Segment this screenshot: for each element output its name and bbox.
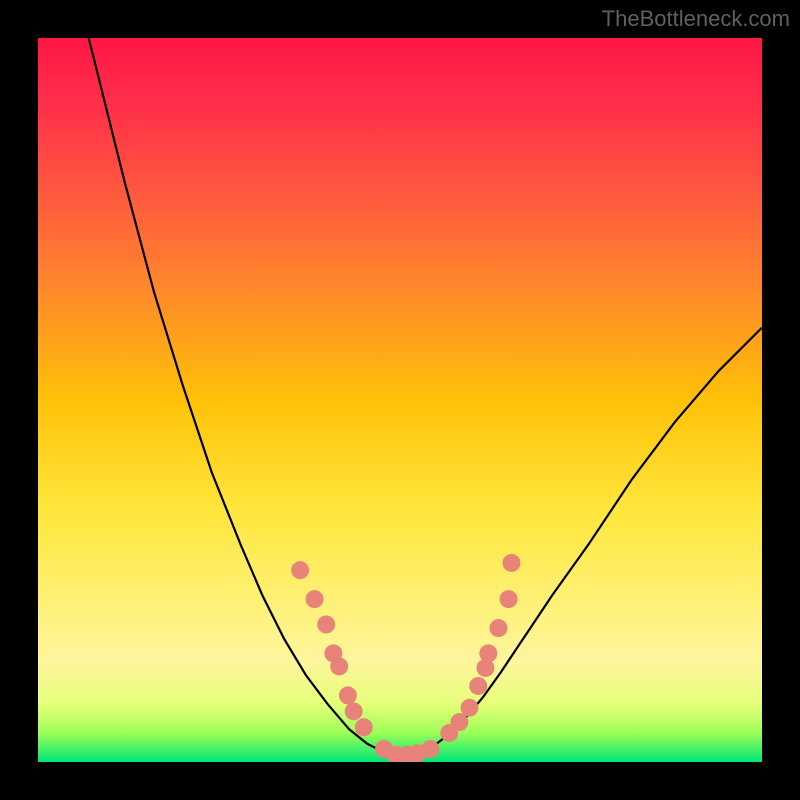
watermark-text: TheBottleneck.com	[602, 6, 790, 32]
chart-svg	[38, 38, 762, 762]
gradient-background	[38, 38, 762, 762]
data-dot	[339, 686, 357, 704]
data-dot	[450, 713, 468, 731]
data-dot	[355, 718, 373, 736]
data-dot	[330, 657, 348, 675]
data-dot	[500, 590, 518, 608]
data-dot	[345, 702, 363, 720]
data-dot	[317, 615, 335, 633]
data-dot	[421, 740, 439, 758]
data-dot	[479, 644, 497, 662]
data-dot	[489, 619, 507, 637]
data-dot	[306, 590, 324, 608]
data-dot	[469, 677, 487, 695]
data-dot	[461, 699, 479, 717]
data-dot	[291, 561, 309, 579]
data-dot	[503, 554, 521, 572]
plot-area	[38, 38, 762, 762]
